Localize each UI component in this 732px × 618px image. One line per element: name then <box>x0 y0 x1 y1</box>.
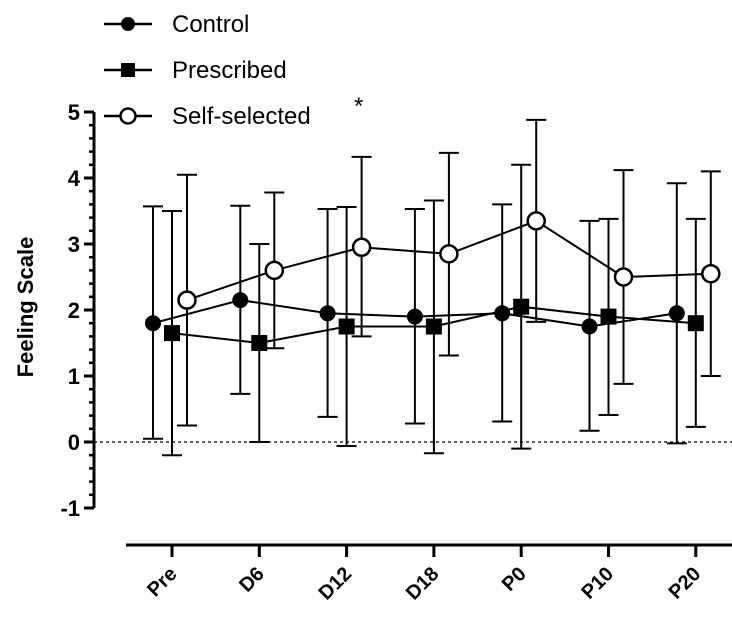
data-point <box>581 318 598 335</box>
y-tick-label: 1 <box>68 364 80 389</box>
markers-control <box>145 292 685 335</box>
x-axis: Pre D6 D12 D18 P0 P10 P20 <box>126 543 732 605</box>
legend-label-self-selected: Self-selected <box>172 103 311 130</box>
x-tick-label: D6 <box>235 563 269 597</box>
data-point <box>701 263 721 284</box>
data-point <box>439 244 459 264</box>
data-point <box>687 315 704 332</box>
legend-marker-control <box>121 17 135 31</box>
x-tick-label: P0 <box>498 563 531 596</box>
data-point <box>177 290 197 310</box>
y-tick-label: 0 <box>68 430 80 455</box>
data-point <box>319 305 336 322</box>
data-point <box>406 308 423 325</box>
y-axis-title: Feeling Scale <box>13 237 38 378</box>
legend-label-prescribed: Prescribed <box>172 57 287 84</box>
x-tick-label: Pre <box>143 563 181 601</box>
markers-self-selected <box>177 211 721 310</box>
data-point <box>425 318 442 335</box>
data-point <box>613 267 634 287</box>
y-tick-label: 2 <box>68 298 80 323</box>
data-point <box>526 211 546 231</box>
data-point <box>264 260 285 281</box>
data-point <box>513 298 530 315</box>
data-point <box>164 325 180 342</box>
markers-prescribed <box>164 298 704 351</box>
legend: Control Prescribed Self-selected * <box>104 11 363 130</box>
data-point <box>600 308 617 325</box>
legend-label-control: Control <box>172 11 249 38</box>
legend-item-control: Control <box>104 11 249 38</box>
y-tick-label: -1 <box>60 496 80 521</box>
x-tick-label: P20 <box>665 563 706 604</box>
y-tick-label: 5 <box>68 100 80 125</box>
x-tick-label: P10 <box>577 563 618 604</box>
legend-item-prescribed: Prescribed <box>104 57 287 84</box>
data-point <box>338 318 355 335</box>
y-tick-label: 3 <box>68 232 80 257</box>
data-point <box>145 315 161 332</box>
legend-item-self-selected: Self-selected * <box>104 93 363 130</box>
data-point <box>494 305 511 322</box>
data-point <box>251 335 268 351</box>
legend-marker-prescribed <box>121 63 135 77</box>
data-point <box>668 305 685 322</box>
y-tick-label: 4 <box>68 166 81 191</box>
plot-area <box>143 118 721 457</box>
x-tick-label: D18 <box>402 563 444 605</box>
significance-marker: * <box>354 93 363 120</box>
y-axis: -1 0 1 2 3 4 5 <box>60 100 96 521</box>
data-point <box>232 292 249 309</box>
x-tick-label: D12 <box>315 563 357 605</box>
data-point <box>351 237 372 258</box>
legend-marker-self-selected <box>119 107 137 125</box>
